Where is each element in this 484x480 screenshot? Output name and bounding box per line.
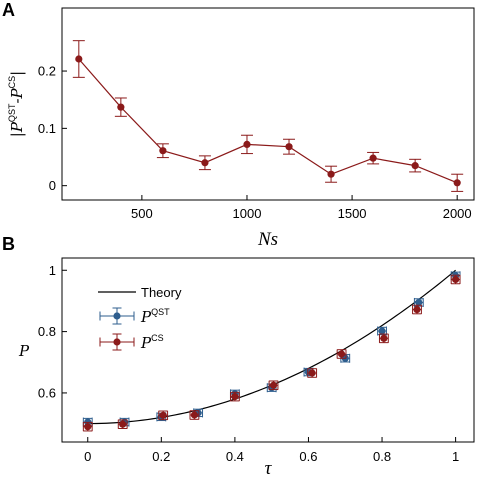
- cs-data-point: [231, 393, 239, 401]
- legend-cs-main: P: [140, 334, 152, 352]
- panel-a-y-tick-label: 0: [49, 178, 56, 193]
- panel-a-data-point: [159, 147, 167, 155]
- ylabel-a-p1: P: [8, 121, 26, 133]
- legend-cs-data-point: [113, 338, 121, 346]
- panel-a-data-point: [243, 140, 251, 149]
- panel-a-data-point: [453, 179, 461, 187]
- cs-data-point: [119, 420, 127, 428]
- panel-a-y-tick-label: 0.2: [38, 64, 56, 79]
- legend-qst-sup: QST: [151, 307, 170, 317]
- panel-a-plot-frame: [61, 7, 475, 201]
- cs-series: [82, 274, 461, 432]
- cs-data-point: [413, 305, 421, 314]
- panel-b-x-tick-label: 0: [84, 449, 91, 464]
- panel-b-ticks: 0 0.2 0.4 0.6 0.8 1 0.6 0.8 1: [38, 263, 459, 464]
- legend-qst-swatch: [99, 307, 135, 325]
- ylabel-a-bar-left: |: [8, 132, 26, 137]
- panel-b-plot-frame: [61, 257, 475, 443]
- panel-a-x-axis-label: Ns: [257, 229, 278, 250]
- cs-data-point: [337, 350, 346, 358]
- panel-b-letter: B: [2, 234, 15, 254]
- panel-b-series: [82, 271, 461, 432]
- panel-a-x-tick-label: 1000: [233, 206, 262, 221]
- panel-b-legend: Theory PQST PCS: [98, 285, 182, 352]
- panel-a-data-point: [75, 55, 83, 63]
- legend-cs-swatch: [99, 333, 135, 351]
- panel-a-y-tick-label: 0.1: [38, 121, 56, 136]
- qst-data-point: [415, 298, 423, 307]
- panel-a-letter: A: [2, 0, 15, 20]
- ylabel-a-sup1: QST: [7, 103, 17, 122]
- ylabel-a-bar-right: |: [8, 71, 26, 76]
- legend-qst-data-point: [113, 312, 121, 320]
- panel-a-data-point: [285, 143, 293, 151]
- panel-a-x-tick-label: 500: [131, 206, 153, 221]
- panel-a-x-axis-label-text: Ns: [257, 229, 278, 250]
- panel-b-x-tick-label: 0.4: [226, 449, 244, 464]
- panel-a-data-point: [411, 162, 419, 170]
- cs-data-point: [159, 411, 167, 419]
- panel-a-y-axis-label: |PQST-PCS|: [7, 71, 26, 137]
- panel-a-x-tick-label: 1500: [338, 206, 367, 221]
- panel-a-ticks: 500 1000 1500 2000 0 0.1 0.2: [38, 64, 472, 221]
- legend-theory-label: Theory: [141, 285, 182, 300]
- panel-b-x-tick-label: 0.2: [152, 449, 170, 464]
- panel-a-data-point: [201, 159, 209, 167]
- legend-qst-main: P: [140, 308, 152, 326]
- panel-a-series: [72, 40, 464, 192]
- panel-b-y-tick-label: 0.8: [38, 324, 56, 339]
- cs-data-point: [380, 334, 388, 342]
- cs-data-point: [308, 369, 316, 377]
- panel-a-series-line: [78, 58, 458, 184]
- panel-a-data-point: [369, 154, 377, 162]
- panel-b-x-tick-label: 0.8: [373, 449, 391, 464]
- cs-data-point: [452, 275, 460, 284]
- panel-b-x-tick-label: 1: [452, 449, 459, 464]
- panel-b: B 0 0.2 0.4 0.6 0.8 10.60.81 Theory PQST PCS …: [2, 234, 475, 479]
- ylabel-a-p2: P: [8, 87, 26, 99]
- panel-a-x-tick-label: 2000: [443, 206, 472, 221]
- panel-b-y-axis-label: P: [18, 342, 30, 360]
- qst-series: [82, 271, 461, 427]
- legend-cs-sup: CS: [151, 333, 164, 343]
- panel-b-x-tick-label: 0.6: [299, 449, 317, 464]
- qst-data-point: [378, 327, 386, 335]
- cs-data-point: [84, 423, 92, 431]
- cs-data-point: [269, 381, 278, 389]
- legend-cs-label: PCS: [140, 333, 164, 352]
- legend-qst-label: PQST: [140, 307, 170, 326]
- panel-b-y-tick-label: 0.6: [38, 385, 56, 400]
- panel-b-y-tick-label: 1: [49, 263, 56, 278]
- panel-a-data-point: [117, 103, 125, 111]
- ylabel-a-minus: -: [8, 98, 26, 103]
- panel-b-x-axis-label: τ: [265, 458, 273, 479]
- cs-data-point: [190, 411, 199, 419]
- ylabel-a-sup2: CS: [7, 76, 17, 89]
- panel-a-data-point: [327, 170, 335, 178]
